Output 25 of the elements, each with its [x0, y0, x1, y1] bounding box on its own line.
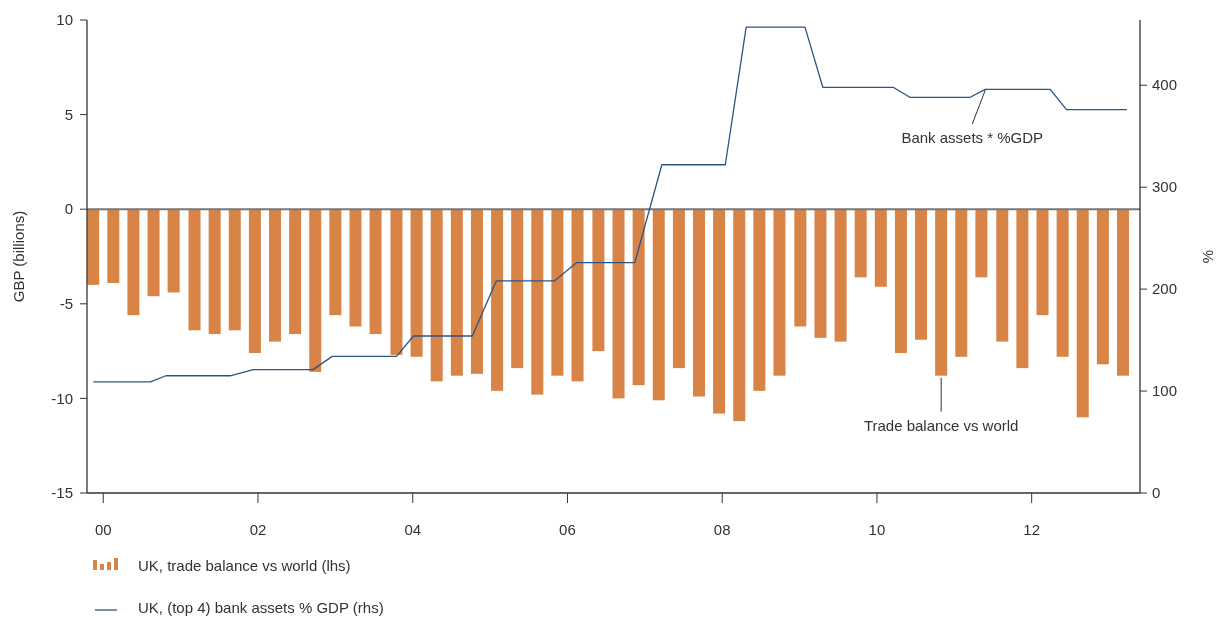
y2-axis-title: % — [1199, 249, 1216, 264]
y2-tick-label: 0 — [1152, 484, 1161, 502]
x-tick-label: 12 — [1023, 521, 1041, 539]
x-tick-label: 10 — [868, 521, 886, 539]
annotation: Trade balance vs world — [863, 416, 1019, 434]
y2-tick-label: 100 — [1152, 382, 1178, 400]
legend-label: UK, trade balance vs world (lhs) — [138, 557, 351, 575]
y-tick-label: 5 — [64, 105, 73, 123]
y-tick-label: -15 — [51, 484, 73, 502]
y2-tick-label: 300 — [1152, 178, 1178, 196]
x-tick-label: 00 — [94, 521, 112, 539]
x-tick-label: 02 — [249, 521, 267, 539]
y-axis-title: GBP (billions) — [10, 210, 27, 303]
y-tick-label: -10 — [51, 389, 73, 407]
x-tick-label: 04 — [404, 521, 422, 539]
y2-tick-label: 200 — [1152, 280, 1178, 298]
line-series — [92, 26, 1128, 383]
x-tick-label: 08 — [713, 521, 731, 539]
y-tick-label: 10 — [56, 11, 73, 29]
x-tick-label: 06 — [559, 521, 576, 539]
y2-tick-label: 400 — [1152, 76, 1178, 94]
y-tick-label: -5 — [59, 295, 73, 313]
y-tick-label: 0 — [64, 200, 73, 218]
annotation: Bank assets * %GDP — [901, 129, 1044, 147]
legend-label: UK, (top 4) bank assets % GDP (rhs) — [138, 599, 384, 617]
